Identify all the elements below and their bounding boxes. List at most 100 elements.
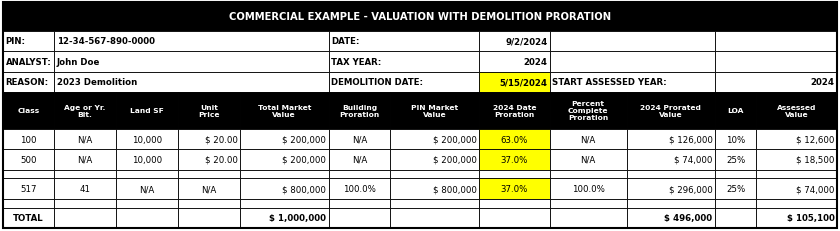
Bar bbox=[391, 129, 479, 150]
Bar bbox=[627, 129, 715, 150]
Text: 2024 Date
Proration: 2024 Date Proration bbox=[493, 104, 536, 117]
Bar bbox=[240, 150, 328, 170]
Bar bbox=[240, 179, 328, 199]
Bar bbox=[627, 170, 715, 179]
Text: $ 800,000: $ 800,000 bbox=[433, 184, 476, 193]
Bar bbox=[178, 179, 240, 199]
Bar bbox=[54, 93, 116, 129]
Bar bbox=[391, 170, 479, 179]
Text: $ 74,000: $ 74,000 bbox=[796, 184, 834, 193]
Text: $ 18,500: $ 18,500 bbox=[796, 155, 834, 164]
Bar bbox=[54, 170, 116, 179]
Bar bbox=[550, 199, 627, 208]
Bar bbox=[240, 93, 328, 129]
Bar bbox=[627, 199, 715, 208]
Text: 10,000: 10,000 bbox=[132, 155, 162, 164]
Text: Assessed
Value: Assessed Value bbox=[777, 104, 816, 117]
Text: John Doe: John Doe bbox=[56, 58, 100, 67]
Text: DATE:: DATE: bbox=[331, 37, 360, 46]
Bar bbox=[3, 208, 54, 228]
Bar bbox=[54, 208, 116, 228]
Text: N/A: N/A bbox=[139, 184, 155, 193]
Bar bbox=[479, 129, 550, 150]
Text: REASON:: REASON: bbox=[6, 78, 49, 87]
Bar bbox=[328, 170, 391, 179]
Bar bbox=[550, 179, 627, 199]
Text: COMMERCIAL EXAMPLE - VALUATION WITH DEMOLITION PRORATION: COMMERCIAL EXAMPLE - VALUATION WITH DEMO… bbox=[229, 12, 611, 22]
Text: $ 200,000: $ 200,000 bbox=[282, 155, 326, 164]
Bar bbox=[550, 129, 627, 150]
Bar bbox=[328, 93, 391, 129]
Text: 12-34-567-890-0000: 12-34-567-890-0000 bbox=[56, 37, 155, 46]
Bar bbox=[3, 52, 54, 72]
Text: Percent
Complete
Proration: Percent Complete Proration bbox=[568, 101, 608, 121]
Text: $ 126,000: $ 126,000 bbox=[669, 135, 712, 144]
Bar bbox=[550, 208, 627, 228]
Text: 10,000: 10,000 bbox=[132, 135, 162, 144]
Bar bbox=[715, 170, 756, 179]
Bar bbox=[550, 93, 627, 129]
Bar bbox=[715, 31, 837, 52]
Bar bbox=[54, 129, 116, 150]
Bar bbox=[756, 170, 837, 179]
Bar bbox=[715, 129, 756, 150]
Bar bbox=[54, 199, 116, 208]
Bar bbox=[550, 52, 715, 72]
Text: Building
Proration: Building Proration bbox=[339, 104, 380, 117]
Bar bbox=[479, 150, 550, 170]
Bar bbox=[391, 208, 479, 228]
Bar bbox=[3, 179, 54, 199]
Text: 2024: 2024 bbox=[523, 58, 548, 67]
Bar bbox=[328, 179, 391, 199]
Text: 10%: 10% bbox=[726, 135, 745, 144]
Bar bbox=[116, 93, 178, 129]
Text: 41: 41 bbox=[80, 184, 91, 193]
Bar bbox=[756, 208, 837, 228]
Text: $ 105,100: $ 105,100 bbox=[786, 213, 834, 222]
Text: 500: 500 bbox=[20, 155, 37, 164]
Text: 25%: 25% bbox=[726, 184, 745, 193]
Bar bbox=[715, 52, 837, 72]
Text: DEMOLITION DATE:: DEMOLITION DATE: bbox=[331, 78, 423, 87]
Text: $ 800,000: $ 800,000 bbox=[282, 184, 326, 193]
Bar bbox=[328, 208, 391, 228]
Bar bbox=[54, 52, 328, 72]
Bar bbox=[479, 199, 550, 208]
Text: $ 200,000: $ 200,000 bbox=[282, 135, 326, 144]
Bar bbox=[328, 199, 391, 208]
Text: Class: Class bbox=[18, 108, 39, 114]
Bar bbox=[116, 179, 178, 199]
Bar bbox=[715, 208, 756, 228]
Bar bbox=[328, 150, 391, 170]
Bar bbox=[391, 179, 479, 199]
Text: 2024: 2024 bbox=[811, 78, 834, 87]
Text: N/A: N/A bbox=[77, 155, 92, 164]
Bar bbox=[240, 208, 328, 228]
Text: $ 74,000: $ 74,000 bbox=[675, 155, 712, 164]
Text: TAX YEAR:: TAX YEAR: bbox=[331, 58, 381, 67]
Bar bbox=[550, 170, 627, 179]
Text: 517: 517 bbox=[20, 184, 37, 193]
Text: Age or Yr.
Blt.: Age or Yr. Blt. bbox=[65, 104, 106, 117]
Bar bbox=[178, 129, 240, 150]
Text: $ 496,000: $ 496,000 bbox=[664, 213, 712, 222]
Bar bbox=[116, 170, 178, 179]
Text: 100: 100 bbox=[20, 135, 37, 144]
Bar bbox=[627, 93, 715, 129]
Text: 37.0%: 37.0% bbox=[501, 155, 528, 164]
Bar bbox=[479, 72, 550, 93]
Text: Total Market
Value: Total Market Value bbox=[258, 104, 311, 117]
Text: Land SF: Land SF bbox=[130, 108, 164, 114]
Text: $ 20.00: $ 20.00 bbox=[205, 135, 238, 144]
Bar bbox=[178, 93, 240, 129]
Bar bbox=[178, 150, 240, 170]
Bar bbox=[756, 179, 837, 199]
Text: START ASSESSED YEAR:: START ASSESSED YEAR: bbox=[553, 78, 667, 87]
Bar bbox=[240, 199, 328, 208]
Bar bbox=[715, 179, 756, 199]
Bar bbox=[627, 179, 715, 199]
Text: Unit
Price: Unit Price bbox=[198, 104, 220, 117]
Bar bbox=[391, 150, 479, 170]
Text: 9/2/2024: 9/2/2024 bbox=[505, 37, 548, 46]
Text: N/A: N/A bbox=[202, 184, 217, 193]
